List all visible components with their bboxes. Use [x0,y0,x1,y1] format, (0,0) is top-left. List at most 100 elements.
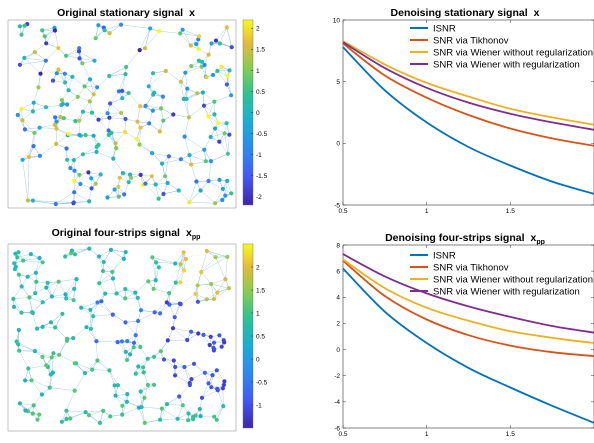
graph-node [37,256,41,260]
graph-node [212,297,216,301]
graph-node [87,413,91,417]
graph-node [215,418,219,422]
graph-node [166,181,170,185]
graph-node [86,170,90,174]
graph-node [68,416,72,420]
graph-node [135,137,139,141]
graph-node [54,142,58,146]
graph-node [154,278,158,282]
graph-node [72,158,76,162]
graph-node [81,152,85,156]
graph-node [172,358,176,362]
graph-node [94,182,98,186]
graph-node [134,333,138,337]
graph-node [221,386,225,390]
legend-label: ISNR [433,250,456,261]
graph-node [186,411,190,415]
graph-node [125,358,129,362]
legend-label: SNR via Tikhonov [433,35,509,46]
graph-node [205,297,209,301]
graph-node [173,373,177,377]
graph-node [63,292,67,296]
graph-node [215,291,219,295]
graph-node [189,43,193,47]
graph-node [102,260,106,264]
graph-node [77,49,81,53]
graph-node [88,99,92,103]
graph-node [70,249,74,253]
graph-node [22,56,26,60]
graph-node [144,104,148,108]
graph-node [21,258,25,262]
graph-node [122,257,126,261]
graph-node [209,135,213,139]
graph-node [171,112,175,116]
graph-node [204,75,208,79]
graph-node [179,262,183,266]
graph-node [120,96,124,100]
graph-node [95,85,99,89]
graph-node [213,126,217,130]
graph-node [15,255,19,259]
graph-node [108,31,112,35]
graph-node [14,265,18,269]
graph-node [73,119,77,123]
graph-node [32,403,36,407]
graph-node [96,143,100,147]
graph-node [173,261,177,265]
graph-node [154,260,158,264]
graph-node [184,257,188,261]
chart-title-text: Denoising four-strips signal [385,232,525,244]
graph-node [153,310,157,314]
graph-node [77,119,81,123]
graph-node [157,265,161,269]
graph-node [77,173,81,177]
graph-node [33,50,37,54]
graph-node [203,63,207,67]
graph-node [73,361,77,365]
graph-node [92,134,96,138]
graph-node [189,64,193,68]
graph-node [150,174,154,178]
graph-node [44,41,48,45]
graph-node [128,352,132,356]
graph-node [197,34,201,38]
graph-node [21,158,25,162]
graph-node [164,69,168,73]
graph-node [135,120,139,124]
graph-node [225,82,229,86]
graph-node [50,294,54,298]
graph-node [158,418,162,422]
graph-node [177,188,181,192]
graph-node [115,291,119,295]
graph-node [173,315,177,319]
graph-node [207,179,211,183]
graph-node [32,131,36,135]
chart-title-text: Denoising stationary signal [391,7,528,19]
graph-node [137,143,141,147]
graph-node [114,146,118,150]
graph-node [43,34,47,38]
graph-node [53,28,57,32]
graph-node [72,169,76,173]
graph-node [18,401,22,405]
graph-node [60,312,64,316]
graph-node [72,190,76,194]
graph-node [134,372,138,376]
graph-node [209,41,213,45]
graph-node [188,383,192,387]
graph-node [76,95,80,99]
graph-node [29,252,33,256]
graph-node [80,61,84,65]
legend-label: ISNR [433,23,456,34]
y-tick-label: 0 [336,141,340,148]
graph-node [65,102,69,106]
graph-node [44,59,48,63]
colorbar-tick-label: 0 [256,356,260,363]
graph-node [214,39,218,43]
graph-node [60,420,64,424]
graph-node [199,414,203,418]
graph-node [94,150,98,154]
